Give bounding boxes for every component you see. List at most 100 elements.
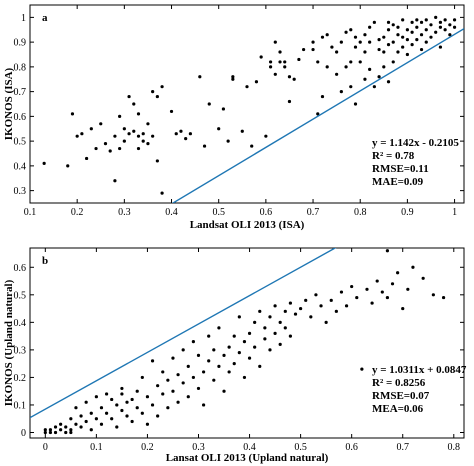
data-point: [181, 381, 185, 385]
data-point: [151, 134, 155, 138]
data-point: [320, 94, 325, 99]
data-point: [184, 137, 188, 141]
data-point: [242, 340, 247, 344]
data-point: [99, 406, 104, 410]
data-point: [84, 400, 88, 404]
data-point: [314, 293, 318, 297]
data-point: [278, 50, 282, 54]
data-point: [202, 144, 207, 148]
data-point: [344, 65, 348, 69]
y-tick-label: 0: [21, 428, 26, 439]
data-point: [368, 40, 372, 44]
data-point: [401, 45, 405, 49]
data-point: [160, 191, 164, 195]
data-point: [176, 373, 180, 377]
y-axis-label: IKONOS (ISA): [3, 67, 15, 140]
stats-line: RMSE=0.07: [372, 390, 430, 402]
data-point: [161, 392, 165, 396]
data-point: [350, 284, 354, 289]
data-point: [396, 271, 400, 275]
data-point: [113, 179, 117, 183]
data-point: [146, 142, 150, 146]
x-tick-label: 0.2: [141, 442, 154, 453]
data-point: [150, 403, 155, 407]
data-point: [103, 142, 108, 146]
data-point: [140, 411, 144, 415]
stats-line: y = 1.0311x + 0.0847: [372, 364, 467, 376]
x-tick-label: 0.7: [307, 207, 320, 218]
data-point: [150, 359, 155, 363]
data-point: [79, 414, 83, 418]
data-point: [380, 290, 384, 294]
data-point: [237, 315, 241, 319]
data-point: [120, 386, 124, 391]
x-axis-label: Lansat OLI 2013 (Upland natural): [166, 452, 329, 464]
data-point: [405, 28, 409, 32]
data-point: [405, 38, 409, 42]
data-point: [278, 60, 282, 64]
data-point: [242, 375, 247, 380]
y-tick-label: 0.4: [14, 318, 27, 329]
data-point: [401, 18, 405, 22]
data-point: [283, 326, 287, 330]
data-point: [166, 378, 170, 382]
data-point: [330, 45, 334, 49]
data-point: [268, 60, 273, 64]
data-point: [273, 304, 277, 308]
data-point: [429, 23, 433, 27]
data-point: [419, 47, 424, 52]
data-point: [191, 340, 195, 344]
data-point: [217, 127, 221, 131]
data-point: [136, 134, 141, 138]
data-point: [156, 384, 160, 388]
data-point: [353, 45, 358, 49]
data-point: [212, 348, 216, 352]
data-point: [386, 20, 391, 24]
data-point: [372, 85, 376, 89]
chart-panel-a: 0.1 0.2 0.3 0.4 0.5 0.6 0.7 0.8 0.9 1 0.3 0.4 0.5 0.6…: [3, 4, 465, 231]
x-tick-label: 0: [43, 442, 48, 453]
data-point: [355, 295, 359, 300]
data-point: [443, 28, 447, 32]
data-point: [188, 132, 192, 136]
data-point: [391, 23, 395, 27]
data-points: [43, 249, 446, 435]
data-point: [385, 249, 390, 253]
y-tick-label: 0.5: [14, 137, 27, 148]
data-point: [174, 132, 178, 136]
data-point: [64, 430, 68, 435]
y-tick-label: 0.9: [14, 38, 27, 49]
data-point: [438, 45, 443, 49]
data-point: [438, 20, 443, 24]
data-point: [368, 67, 372, 71]
data-point: [122, 139, 126, 143]
data-point: [104, 392, 109, 396]
data-point: [424, 40, 428, 44]
y-tick-label: 0.7: [14, 87, 27, 98]
data-point: [166, 406, 170, 410]
x-tick-label: 0.2: [71, 207, 84, 218]
x-tick-label: 0.3: [192, 442, 205, 453]
data-point: [207, 334, 211, 338]
data-point: [268, 315, 272, 319]
data-point: [353, 35, 358, 39]
x-tick-label: 0.8: [354, 207, 367, 218]
data-point: [406, 287, 410, 291]
data-point: [263, 337, 267, 341]
data-point: [104, 411, 109, 415]
data-point: [424, 28, 428, 32]
data-point: [186, 364, 190, 369]
data-point: [288, 301, 292, 305]
data-point: [169, 109, 174, 114]
data-point: [232, 334, 236, 338]
data-point: [221, 107, 226, 111]
data-point: [212, 378, 216, 382]
x-tick-label: 1: [452, 207, 457, 218]
data-point: [452, 18, 457, 22]
data-point: [288, 334, 292, 338]
data-point: [130, 397, 134, 402]
data-point: [217, 326, 221, 330]
data-point: [339, 90, 343, 94]
x-axis-label: Landsat OLI 2013 (ISA): [190, 219, 305, 231]
data-point: [377, 47, 381, 52]
